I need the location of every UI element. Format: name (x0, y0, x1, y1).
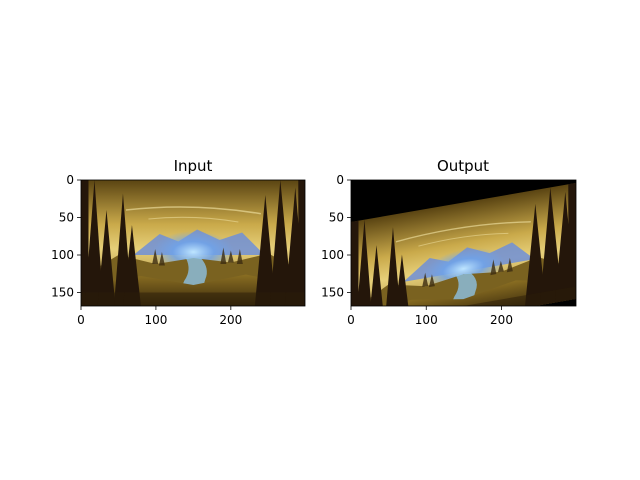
x-tick-label: 200 (219, 313, 242, 327)
y-tick-label: 50 (329, 211, 344, 225)
input-image (81, 180, 305, 306)
x-tick-label: 100 (144, 313, 167, 327)
output-x-ticks: 0 100 200 (347, 306, 513, 327)
y-tick-label: 0 (336, 173, 344, 187)
input-axes: Input 0 100 200 0 50 100 150 (51, 157, 306, 327)
x-tick-label: 0 (347, 313, 355, 327)
y-tick-label: 150 (321, 286, 344, 300)
x-tick-label: 200 (490, 313, 513, 327)
input-title: Input (174, 157, 213, 175)
x-tick-label: 0 (77, 313, 85, 327)
y-tick-label: 0 (66, 173, 74, 187)
output-image (351, 180, 576, 306)
y-tick-label: 100 (51, 248, 74, 262)
output-axes: Output 0 100 200 0 50 100 150 (321, 157, 577, 327)
input-x-ticks: 0 100 200 (77, 306, 242, 327)
output-title: Output (437, 157, 489, 175)
x-tick-label: 100 (415, 313, 438, 327)
y-tick-label: 50 (59, 211, 74, 225)
y-tick-label: 100 (321, 248, 344, 262)
output-y-ticks: 0 50 100 150 (321, 173, 351, 300)
input-y-ticks: 0 50 100 150 (51, 173, 81, 300)
y-tick-label: 150 (51, 286, 74, 300)
